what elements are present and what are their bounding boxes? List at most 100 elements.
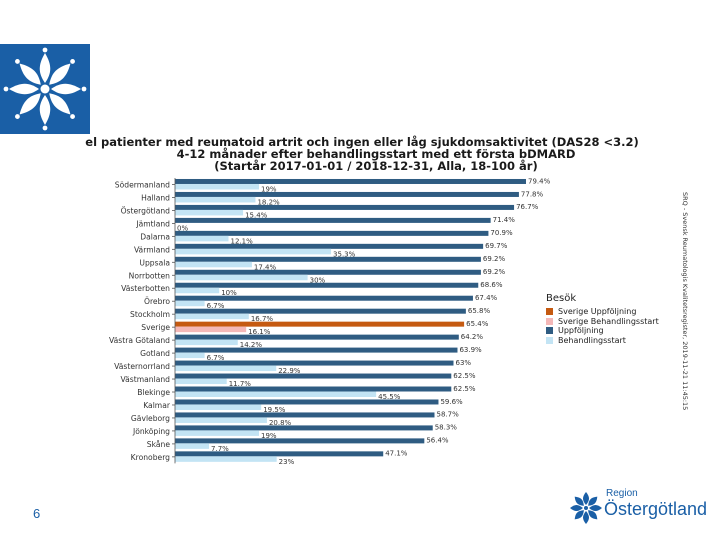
bar-uppfoljning — [175, 217, 491, 223]
data-label-uppfoljning: 71.4% — [493, 216, 516, 224]
category-label: Uppsala — [139, 258, 170, 267]
bar-behandlingsstart — [175, 183, 259, 190]
bar-behandlingsstart — [175, 417, 267, 423]
data-label-behandlingsstart: 19% — [261, 432, 277, 440]
bar-chart: Södermanland 79.4% 19% Halland 77.8% 18.2% Öst… — [109, 178, 551, 466]
data-label-uppfoljning: 77.8% — [521, 190, 544, 198]
bar-uppfoljning — [175, 204, 515, 210]
data-label-uppfoljning: 69.7% — [485, 242, 508, 250]
chart-title: el patienter med reumatoid artrit och in… — [85, 136, 656, 173]
bar-behandlingsstart — [175, 430, 259, 436]
category-label: Halland — [141, 193, 170, 202]
data-label-uppfoljning: 63.9% — [459, 346, 482, 354]
category-label: Dalarna — [140, 232, 170, 241]
chart-legend: Besök Sverige Uppföljning Sverige Behand… — [546, 293, 659, 345]
legend-label: Sverige Uppföljning — [558, 307, 637, 317]
data-label-uppfoljning: 67.4% — [475, 294, 498, 302]
bar-behandlingsstart — [175, 248, 332, 255]
snowflake-logo-icon — [3, 47, 87, 131]
bar-uppfoljning — [175, 308, 466, 314]
category-label: Blekinge — [137, 388, 170, 397]
legend-label: Sverige Behandlingsstart — [558, 316, 659, 326]
bar-behandlingsstart — [175, 196, 256, 203]
legend-label: Behandlingsstart — [558, 335, 626, 345]
snowflake-logo — [0, 44, 90, 134]
legend-swatch — [546, 308, 553, 316]
bar-behandlingsstart — [175, 391, 377, 398]
bar-behandlingsstart — [175, 313, 249, 320]
category-label: Jönköping — [132, 427, 170, 436]
data-label-uppfoljning: 63% — [456, 359, 472, 367]
category-label: Västra Götaland — [109, 336, 170, 345]
data-label-behandlingsstart: 19.5% — [263, 406, 286, 414]
data-label-behandlingsstart: 0% — [177, 224, 188, 232]
bar-behandlingsstart — [175, 209, 244, 216]
bar-uppfoljning — [175, 334, 459, 340]
data-label-uppfoljning: 65.8% — [468, 307, 491, 315]
region-name: Östergötland — [604, 499, 708, 519]
bar-uppfoljning — [175, 386, 452, 392]
bar-behandlingsstart — [175, 404, 262, 410]
bar-behandlingsstart — [175, 300, 205, 307]
category-label: Sverige — [141, 323, 170, 332]
bar-uppfoljning — [175, 347, 458, 353]
legend-label: Uppföljning — [558, 326, 604, 336]
bar-behandlingsstart — [175, 443, 210, 449]
data-label-behandlingsstart: 23% — [279, 458, 295, 466]
source-text: SRQ - Svensk Reumatologis Kvalitetsregis… — [681, 192, 689, 411]
bar-behandlingsstart — [175, 235, 229, 242]
legend-swatch — [546, 336, 553, 344]
bar-behandlingsstart — [175, 339, 238, 346]
data-label-behandlingsstart: 19% — [261, 185, 277, 193]
bar-behandlingsstart — [175, 378, 227, 385]
category-label: Jämtland — [135, 219, 170, 228]
chart-title-line-3: (Startår 2017-01-01 / 2018-12-31, Alla, … — [214, 159, 538, 173]
data-label-behandlingsstart: 12.1% — [230, 237, 253, 245]
category-label: Skåne — [147, 440, 171, 449]
legend-item-sverige-uppfoljning: Sverige Uppföljning — [546, 307, 659, 317]
category-label: Gotland — [140, 349, 170, 358]
category-label: Kronoberg — [131, 453, 171, 462]
data-label-behandlingsstart: 45.5% — [378, 393, 401, 401]
data-label-behandlingsstart: 11.7% — [229, 380, 252, 388]
legend-swatch — [546, 327, 553, 335]
bar-uppfoljning — [175, 269, 481, 275]
legend-item-behandlingsstart: Behandlingsstart — [546, 336, 659, 346]
legend-swatch — [546, 317, 553, 325]
category-label: Östergötland — [121, 206, 171, 215]
bar-behandlingsstart — [175, 365, 277, 372]
data-label-uppfoljning: 58.3% — [435, 424, 458, 432]
data-label-behandlingsstart: 6.7% — [207, 354, 225, 362]
data-label-uppfoljning: 59.6% — [440, 398, 463, 406]
region-label: Region — [606, 488, 638, 499]
chart-title-line-2: 4-12 månader efter behandlingsstart med … — [176, 147, 576, 161]
data-label-behandlingsstart: 10% — [221, 289, 237, 297]
bar-uppfoljning — [175, 282, 479, 288]
bar-behandlingsstart — [175, 326, 247, 333]
page-number: 6 — [33, 506, 41, 521]
data-label-behandlingsstart: 7.7% — [211, 445, 229, 453]
bar-uppfoljning — [175, 178, 526, 184]
bar-behandlingsstart — [175, 287, 220, 294]
bar-uppfoljning — [175, 412, 435, 418]
data-label-behandlingsstart: 30% — [310, 276, 326, 284]
data-label-behandlingsstart: 35.3% — [333, 250, 356, 258]
category-label: Västerbotten — [121, 284, 170, 293]
category-label: Kalmar — [143, 401, 171, 410]
source-note: SRQ - Svensk Reumatologis Kvalitetsregis… — [680, 192, 690, 432]
category-label: Stockholm — [130, 310, 170, 319]
legend-title: Besök — [546, 293, 577, 304]
bar-behandlingsstart — [175, 274, 308, 281]
data-label-uppfoljning: 65.4% — [466, 320, 489, 328]
data-label-uppfoljning: 70.9% — [490, 229, 513, 237]
data-label-behandlingsstart: 17.4% — [254, 263, 277, 271]
bar-uppfoljning — [175, 373, 452, 379]
bar-uppfoljning — [175, 191, 519, 197]
data-label-behandlingsstart: 15.4% — [245, 211, 268, 219]
category-label: Örebro — [144, 297, 170, 306]
legend-item-uppfoljning: Uppföljning — [546, 326, 659, 336]
category-label: Västernorrland — [114, 362, 170, 371]
data-label-behandlingsstart: 22.9% — [278, 367, 301, 375]
bar-uppfoljning — [175, 243, 484, 249]
bar-uppfoljning — [175, 321, 465, 327]
